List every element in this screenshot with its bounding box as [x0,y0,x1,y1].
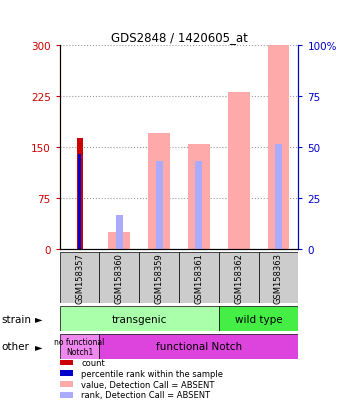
Bar [60,334,100,359]
Bar [108,233,130,250]
Text: percentile rank within the sample: percentile rank within the sample [81,369,223,378]
Text: strain: strain [2,314,32,324]
Bar [179,252,219,304]
Text: GSM158360: GSM158360 [115,252,124,303]
Bar [155,161,163,250]
Text: GSM158359: GSM158359 [154,252,164,303]
Bar [219,306,298,331]
Text: functional Notch: functional Notch [156,342,242,351]
Text: ►: ► [35,342,43,351]
Text: GSM158362: GSM158362 [234,252,243,303]
Text: count: count [81,358,105,367]
Text: value, Detection Call = ABSENT: value, Detection Call = ABSENT [81,380,214,389]
Bar [77,139,83,250]
Text: wild type: wild type [235,314,282,324]
Text: rank, Detection Call = ABSENT: rank, Detection Call = ABSENT [81,390,210,399]
Text: GSM158357: GSM158357 [75,252,84,303]
Text: transgenic: transgenic [112,314,167,324]
Bar [228,93,250,250]
Bar [60,252,100,304]
Title: GDS2848 / 1420605_at: GDS2848 / 1420605_at [110,31,248,44]
Text: no functional
Notch1: no functional Notch1 [54,337,105,356]
Text: ►: ► [35,314,43,324]
Bar [195,161,203,250]
Bar [116,216,123,250]
Text: GSM158363: GSM158363 [274,252,283,303]
Bar [100,252,139,304]
Bar [60,306,219,331]
Bar [275,144,282,250]
Bar [268,45,290,250]
Text: GSM158361: GSM158361 [194,252,204,303]
Bar [100,334,298,359]
Bar [219,252,258,304]
Bar [78,154,81,250]
Bar [139,252,179,304]
Bar [188,144,210,250]
Bar [258,252,298,304]
Text: other: other [2,342,30,351]
Bar [148,134,170,250]
